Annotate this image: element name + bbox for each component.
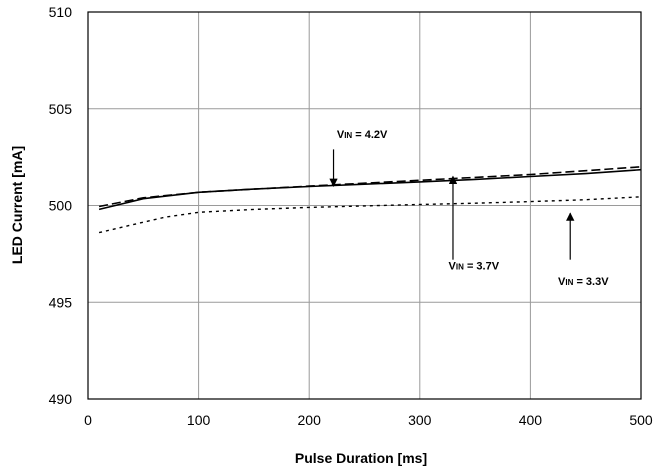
plot-area [87, 11, 642, 400]
x-tick-label: 200 [298, 412, 322, 428]
y-tick-label: 510 [49, 4, 73, 20]
x-tick-label: 0 [84, 412, 92, 428]
annotation-vin: VIN = 3.7V [449, 175, 500, 272]
x-tick-label: 100 [187, 412, 211, 428]
x-axis-label: Pulse Duration [ms] [295, 450, 427, 466]
annotation-label: VIN = 3.7V [449, 260, 500, 272]
annotation-label: VIN = 4.2V [337, 129, 388, 141]
x-tick-label: 500 [629, 412, 653, 428]
tick-labels: 0 100 200 300 400 500 490 495 500 505 510 [49, 4, 653, 428]
y-tick-label: 505 [49, 101, 73, 117]
x-tick-label: 300 [408, 412, 432, 428]
x-tick-label: 400 [519, 412, 543, 428]
y-tick-label: 490 [49, 391, 73, 407]
y-tick-label: 500 [49, 198, 73, 214]
series-line-solid [98, 168, 642, 211]
annotations: VIN = 4.2V VIN = 3.7V VIN = 3.3V [329, 129, 609, 288]
y-tick-label: 495 [49, 294, 73, 310]
annotation-label: VIN = 3.3V [558, 276, 609, 288]
series-line-dotted [98, 196, 642, 234]
annotation-vin: VIN = 3.3V [558, 212, 609, 288]
series-lines [98, 166, 642, 234]
y-axis-label: LED Current [mA] [9, 146, 25, 264]
annotation-vin: VIN = 4.2V [329, 129, 388, 187]
